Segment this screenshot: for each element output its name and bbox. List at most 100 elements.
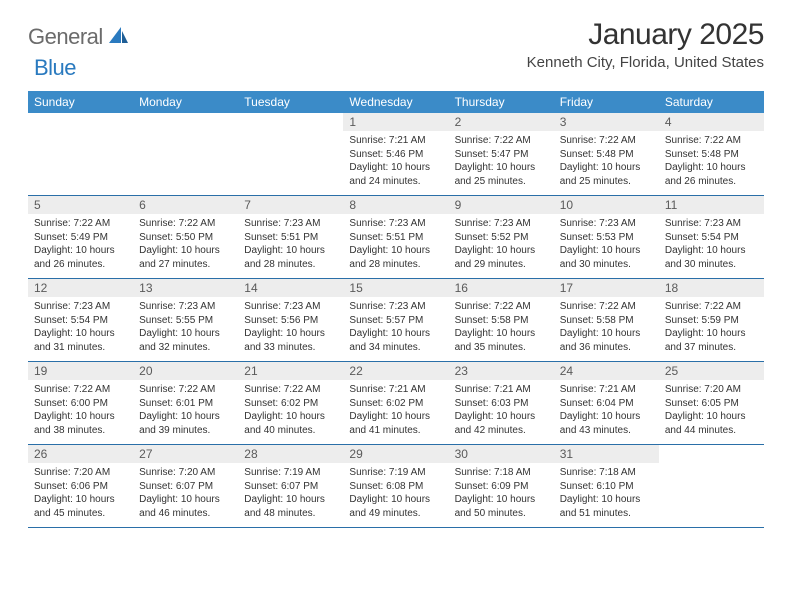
day-cell <box>238 113 343 195</box>
week-row: 19Sunrise: 7:22 AMSunset: 6:00 PMDayligh… <box>28 362 764 445</box>
sunset-line: Sunset: 5:58 PM <box>560 314 653 328</box>
daylight-line: Daylight: 10 hours and 32 minutes. <box>139 327 232 354</box>
daylight-line: Daylight: 10 hours and 48 minutes. <box>244 493 337 520</box>
sunset-line: Sunset: 6:10 PM <box>560 480 653 494</box>
sunrise-line: Sunrise: 7:18 AM <box>455 466 548 480</box>
calendar-grid: Sunday Monday Tuesday Wednesday Thursday… <box>28 91 764 528</box>
day-number: 25 <box>659 362 764 380</box>
sunrise-line: Sunrise: 7:20 AM <box>139 466 232 480</box>
day-cell <box>659 445 764 527</box>
sunrise-line: Sunrise: 7:21 AM <box>455 383 548 397</box>
day-cell: 18Sunrise: 7:22 AMSunset: 5:59 PMDayligh… <box>659 279 764 361</box>
day-number: 14 <box>238 279 343 297</box>
day-body: Sunrise: 7:21 AMSunset: 5:46 PMDaylight:… <box>343 131 448 193</box>
day-body: Sunrise: 7:22 AMSunset: 5:59 PMDaylight:… <box>659 297 764 359</box>
day-cell: 11Sunrise: 7:23 AMSunset: 5:54 PMDayligh… <box>659 196 764 278</box>
day-body: Sunrise: 7:23 AMSunset: 5:51 PMDaylight:… <box>238 214 343 276</box>
day-body: Sunrise: 7:20 AMSunset: 6:07 PMDaylight:… <box>133 463 238 525</box>
dow-saturday: Saturday <box>659 91 764 113</box>
day-number: 6 <box>133 196 238 214</box>
sunset-line: Sunset: 6:09 PM <box>455 480 548 494</box>
sunrise-line: Sunrise: 7:23 AM <box>455 217 548 231</box>
sunrise-line: Sunrise: 7:22 AM <box>244 383 337 397</box>
day-body: Sunrise: 7:22 AMSunset: 6:00 PMDaylight:… <box>28 380 133 442</box>
dow-friday: Friday <box>554 91 659 113</box>
sunrise-line: Sunrise: 7:21 AM <box>349 383 442 397</box>
sunset-line: Sunset: 6:07 PM <box>244 480 337 494</box>
dow-sunday: Sunday <box>28 91 133 113</box>
day-number: 21 <box>238 362 343 380</box>
day-cell <box>133 113 238 195</box>
day-body: Sunrise: 7:21 AMSunset: 6:02 PMDaylight:… <box>343 380 448 442</box>
sunrise-line: Sunrise: 7:23 AM <box>244 217 337 231</box>
day-cell: 22Sunrise: 7:21 AMSunset: 6:02 PMDayligh… <box>343 362 448 444</box>
sunrise-line: Sunrise: 7:23 AM <box>244 300 337 314</box>
daylight-line: Daylight: 10 hours and 50 minutes. <box>455 493 548 520</box>
day-of-week-header: Sunday Monday Tuesday Wednesday Thursday… <box>28 91 764 113</box>
sunrise-line: Sunrise: 7:22 AM <box>665 134 758 148</box>
day-cell: 5Sunrise: 7:22 AMSunset: 5:49 PMDaylight… <box>28 196 133 278</box>
day-number: 1 <box>343 113 448 131</box>
day-cell: 19Sunrise: 7:22 AMSunset: 6:00 PMDayligh… <box>28 362 133 444</box>
day-number: 11 <box>659 196 764 214</box>
day-number: 20 <box>133 362 238 380</box>
sunset-line: Sunset: 5:54 PM <box>665 231 758 245</box>
day-body: Sunrise: 7:23 AMSunset: 5:56 PMDaylight:… <box>238 297 343 359</box>
sunset-line: Sunset: 6:05 PM <box>665 397 758 411</box>
day-body: Sunrise: 7:20 AMSunset: 6:05 PMDaylight:… <box>659 380 764 442</box>
sunrise-line: Sunrise: 7:22 AM <box>665 300 758 314</box>
daylight-line: Daylight: 10 hours and 39 minutes. <box>139 410 232 437</box>
day-number: 8 <box>343 196 448 214</box>
day-number: 7 <box>238 196 343 214</box>
day-number: 3 <box>554 113 659 131</box>
sunrise-line: Sunrise: 7:22 AM <box>139 217 232 231</box>
day-body: Sunrise: 7:23 AMSunset: 5:55 PMDaylight:… <box>133 297 238 359</box>
day-cell: 9 Sunrise: 7:23 AMSunset: 5:52 PMDaylight… <box>449 196 554 278</box>
sunrise-line: Sunrise: 7:23 AM <box>560 217 653 231</box>
location-text: Kenneth City, Florida, United States <box>527 54 764 71</box>
day-cell: 24Sunrise: 7:21 AMSunset: 6:04 PMDayligh… <box>554 362 659 444</box>
day-cell: 23Sunrise: 7:21 AMSunset: 6:03 PMDayligh… <box>449 362 554 444</box>
day-cell: 4Sunrise: 7:22 AMSunset: 5:48 PMDaylight… <box>659 113 764 195</box>
daylight-line: Daylight: 10 hours and 33 minutes. <box>244 327 337 354</box>
day-cell: 30Sunrise: 7:18 AMSunset: 6:09 PMDayligh… <box>449 445 554 527</box>
dow-wednesday: Wednesday <box>343 91 448 113</box>
sunrise-line: Sunrise: 7:20 AM <box>34 466 127 480</box>
day-cell: 14Sunrise: 7:23 AMSunset: 5:56 PMDayligh… <box>238 279 343 361</box>
day-number: 10 <box>554 196 659 214</box>
sunset-line: Sunset: 5:49 PM <box>34 231 127 245</box>
daylight-line: Daylight: 10 hours and 29 minutes. <box>455 244 548 271</box>
day-body: Sunrise: 7:22 AMSunset: 5:50 PMDaylight:… <box>133 214 238 276</box>
sunset-line: Sunset: 5:52 PM <box>455 231 548 245</box>
title-block: January 2025 Kenneth City, Florida, Unit… <box>527 18 764 71</box>
day-number: 9 <box>449 196 554 214</box>
day-number: 29 <box>343 445 448 463</box>
sunrise-line: Sunrise: 7:22 AM <box>455 134 548 148</box>
sunset-line: Sunset: 5:54 PM <box>34 314 127 328</box>
day-cell: 20Sunrise: 7:22 AMSunset: 6:01 PMDayligh… <box>133 362 238 444</box>
sunrise-line: Sunrise: 7:20 AM <box>665 383 758 397</box>
daylight-line: Daylight: 10 hours and 25 minutes. <box>455 161 548 188</box>
sunset-line: Sunset: 5:56 PM <box>244 314 337 328</box>
day-number: 18 <box>659 279 764 297</box>
calendar-page: General January 2025 Kenneth City, Flori… <box>0 0 792 546</box>
sunset-line: Sunset: 6:03 PM <box>455 397 548 411</box>
day-body: Sunrise: 7:19 AMSunset: 6:08 PMDaylight:… <box>343 463 448 525</box>
day-cell: 29Sunrise: 7:19 AMSunset: 6:08 PMDayligh… <box>343 445 448 527</box>
day-body: Sunrise: 7:22 AMSunset: 5:58 PMDaylight:… <box>554 297 659 359</box>
daylight-line: Daylight: 10 hours and 30 minutes. <box>560 244 653 271</box>
sunset-line: Sunset: 6:01 PM <box>139 397 232 411</box>
day-number: 26 <box>28 445 133 463</box>
day-body: Sunrise: 7:19 AMSunset: 6:07 PMDaylight:… <box>238 463 343 525</box>
sunrise-line: Sunrise: 7:22 AM <box>560 134 653 148</box>
daylight-line: Daylight: 10 hours and 38 minutes. <box>34 410 127 437</box>
day-number: 31 <box>554 445 659 463</box>
sunset-line: Sunset: 6:00 PM <box>34 397 127 411</box>
day-cell: 25Sunrise: 7:20 AMSunset: 6:05 PMDayligh… <box>659 362 764 444</box>
sunset-line: Sunset: 5:50 PM <box>139 231 232 245</box>
day-body: Sunrise: 7:21 AMSunset: 6:03 PMDaylight:… <box>449 380 554 442</box>
day-body: Sunrise: 7:22 AMSunset: 5:58 PMDaylight:… <box>449 297 554 359</box>
week-row: 1Sunrise: 7:21 AMSunset: 5:46 PMDaylight… <box>28 113 764 196</box>
weeks-container: 1Sunrise: 7:21 AMSunset: 5:46 PMDaylight… <box>28 113 764 528</box>
day-cell: 17Sunrise: 7:22 AMSunset: 5:58 PMDayligh… <box>554 279 659 361</box>
